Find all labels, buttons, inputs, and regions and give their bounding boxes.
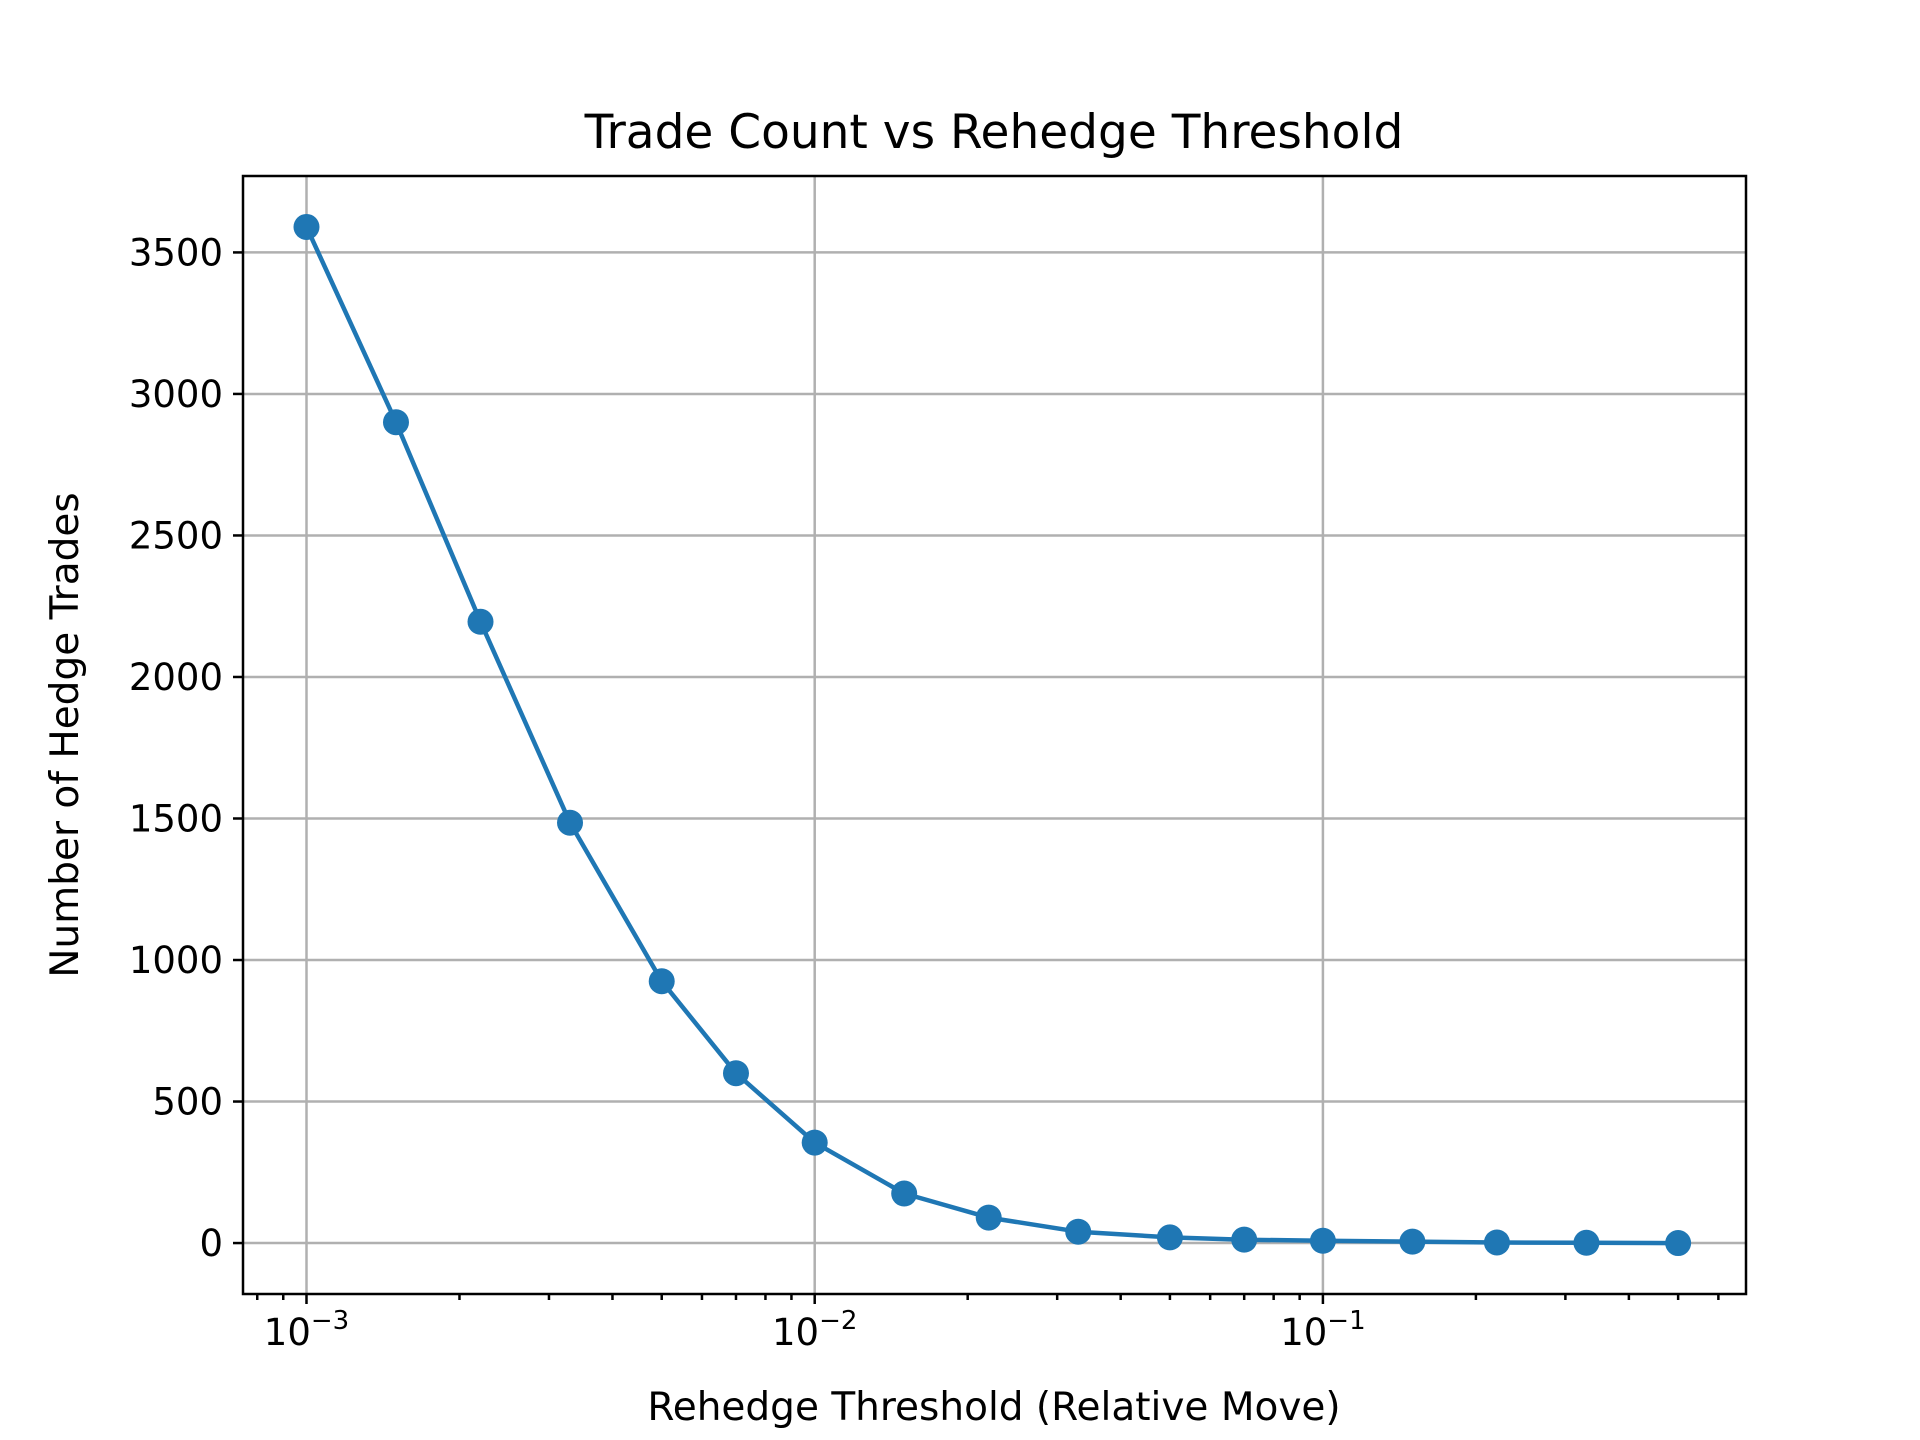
- series-line-layer: [293, 213, 1692, 1257]
- y-tick-label: 2000: [129, 656, 223, 699]
- chart-title: Trade Count vs Rehedge Threshold: [584, 105, 1404, 160]
- data-point: [722, 1060, 749, 1087]
- x-tick-label: 10−1: [1280, 1306, 1365, 1354]
- data-point: [891, 1180, 918, 1207]
- axis-ticks: 0 500 1000 1500 2000 2500 3000 3500 10−3 10−2 10−1: [129, 231, 1720, 1354]
- data-point: [1309, 1227, 1336, 1254]
- x-tick-label: 10−2: [772, 1306, 857, 1354]
- y-tick-label: 1500: [129, 797, 223, 840]
- y-tick-label: 3000: [129, 373, 223, 416]
- series-line: [304, 225, 1679, 1246]
- data-point: [648, 968, 675, 995]
- data-point: [1231, 1226, 1258, 1253]
- grid-lines: [243, 176, 1746, 1294]
- data-point: [1065, 1218, 1092, 1245]
- data-point: [557, 809, 584, 836]
- y-tick-label: 1000: [129, 939, 223, 982]
- y-tick-label: 500: [152, 1081, 223, 1124]
- data-point: [801, 1129, 828, 1156]
- data-point: [975, 1204, 1002, 1231]
- data-point: [1665, 1230, 1692, 1257]
- plot-frame: [241, 174, 1748, 1296]
- data-point: [467, 608, 494, 635]
- data-point: [1483, 1229, 1510, 1256]
- data-point: [382, 409, 409, 436]
- data-point: [1573, 1229, 1600, 1256]
- data-point: [293, 213, 320, 240]
- y-axis-label: Number of Hedge Trades: [43, 492, 88, 977]
- x-tick-label: 10−3: [264, 1306, 349, 1354]
- x-axis-label: Rehedge Threshold (Relative Move): [647, 1385, 1340, 1430]
- data-point: [1399, 1228, 1426, 1255]
- y-tick-label: 2500: [129, 514, 223, 557]
- data-point: [1156, 1224, 1183, 1251]
- y-tick-label: 3500: [129, 231, 223, 274]
- y-tick-label: 0: [199, 1222, 223, 1265]
